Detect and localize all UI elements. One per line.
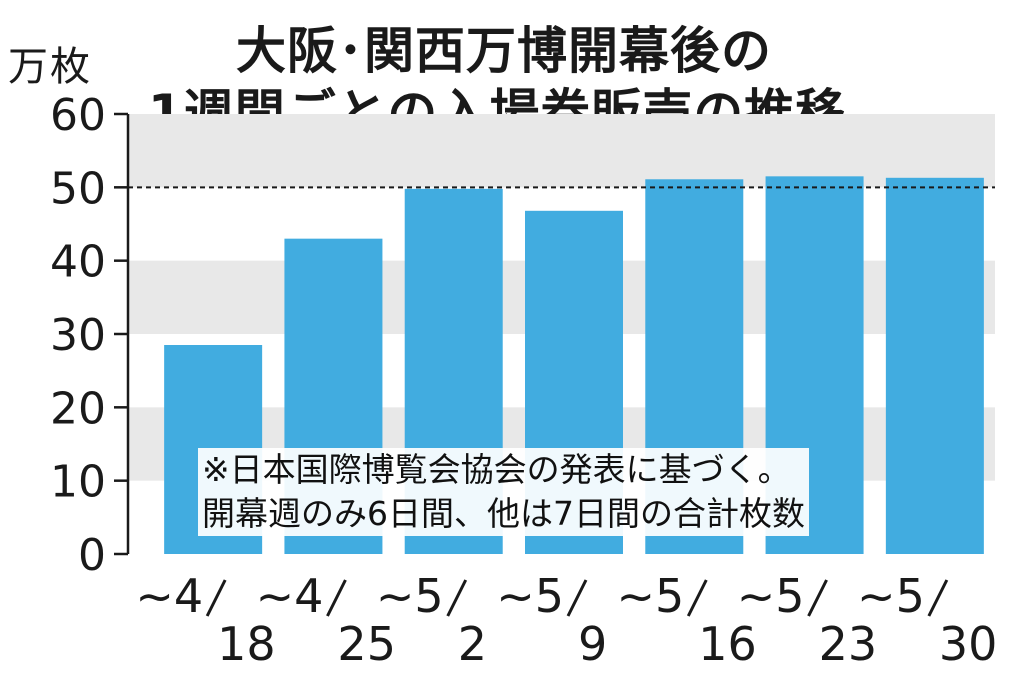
bar [885, 177, 984, 555]
x-axis-labels: ~418~425~52~59~516~523~530 [135, 569, 997, 671]
y-axis: 0 10 20 30 40 50 60 [50, 90, 130, 581]
x-tick-label-day: 18 [217, 617, 276, 671]
x-tick-slash [326, 579, 347, 617]
x-tick-slash [807, 579, 828, 617]
x-tick-label-month: ~5 [857, 569, 925, 623]
source-note-line-2: 開幕週のみ6日間、他は7日間の合計枚数 [198, 492, 809, 536]
x-tick-slash [446, 579, 468, 617]
x-tick-label-day: 30 [939, 617, 998, 671]
source-note: ※日本国際博覧会協会の発表に基づく。 開幕週のみ6日間、他は7日間の合計枚数 [198, 448, 809, 536]
y-tick-label: 10 [50, 457, 106, 508]
x-tick-label-day: 25 [337, 617, 396, 671]
chart-title-line-1: 大阪･関西万博開幕後の [236, 22, 772, 80]
x-tick-label: ~5 16 [616, 569, 756, 671]
x-tick-label-month: ~4 [256, 569, 324, 623]
x-tick-label: ~5 2 [376, 569, 487, 671]
y-tick-label: 0 [78, 530, 106, 581]
x-tick-slash [927, 579, 949, 617]
y-tick-label: 30 [50, 310, 106, 361]
y-tick-label: 40 [50, 237, 106, 288]
x-tick-label-month: ~5 [616, 569, 684, 623]
x-tick-slash [566, 579, 588, 617]
grid-band [128, 114, 995, 188]
x-tick-label-month: ~4 [135, 569, 203, 623]
x-tick-slash [205, 579, 227, 617]
x-tick-label-month: ~5 [737, 569, 805, 623]
x-tick-label-day: 9 [578, 617, 607, 671]
x-tick-label-day: 2 [458, 617, 487, 671]
x-tick-label-day: 16 [698, 617, 757, 671]
y-axis-unit: 万枚 [8, 44, 92, 90]
x-tick-slash [686, 579, 708, 617]
x-tick-label: ~5 9 [496, 569, 607, 671]
y-tick-label: 60 [50, 90, 106, 141]
x-tick-label: ~5 30 [857, 569, 997, 671]
x-tick-label-month: ~5 [376, 569, 444, 623]
x-tick-label: ~4 18 [135, 569, 275, 671]
x-tick-label-day: 23 [819, 617, 878, 671]
x-tick-label: ~5 23 [737, 569, 877, 671]
x-tick-label: ~425 [256, 569, 396, 671]
x-tick-label-month: ~5 [496, 569, 564, 623]
y-tick-label: 50 [50, 163, 106, 214]
source-note-line-1: ※日本国際博覧会協会の発表に基づく。 [198, 448, 809, 492]
y-tick-label: 20 [50, 383, 106, 434]
